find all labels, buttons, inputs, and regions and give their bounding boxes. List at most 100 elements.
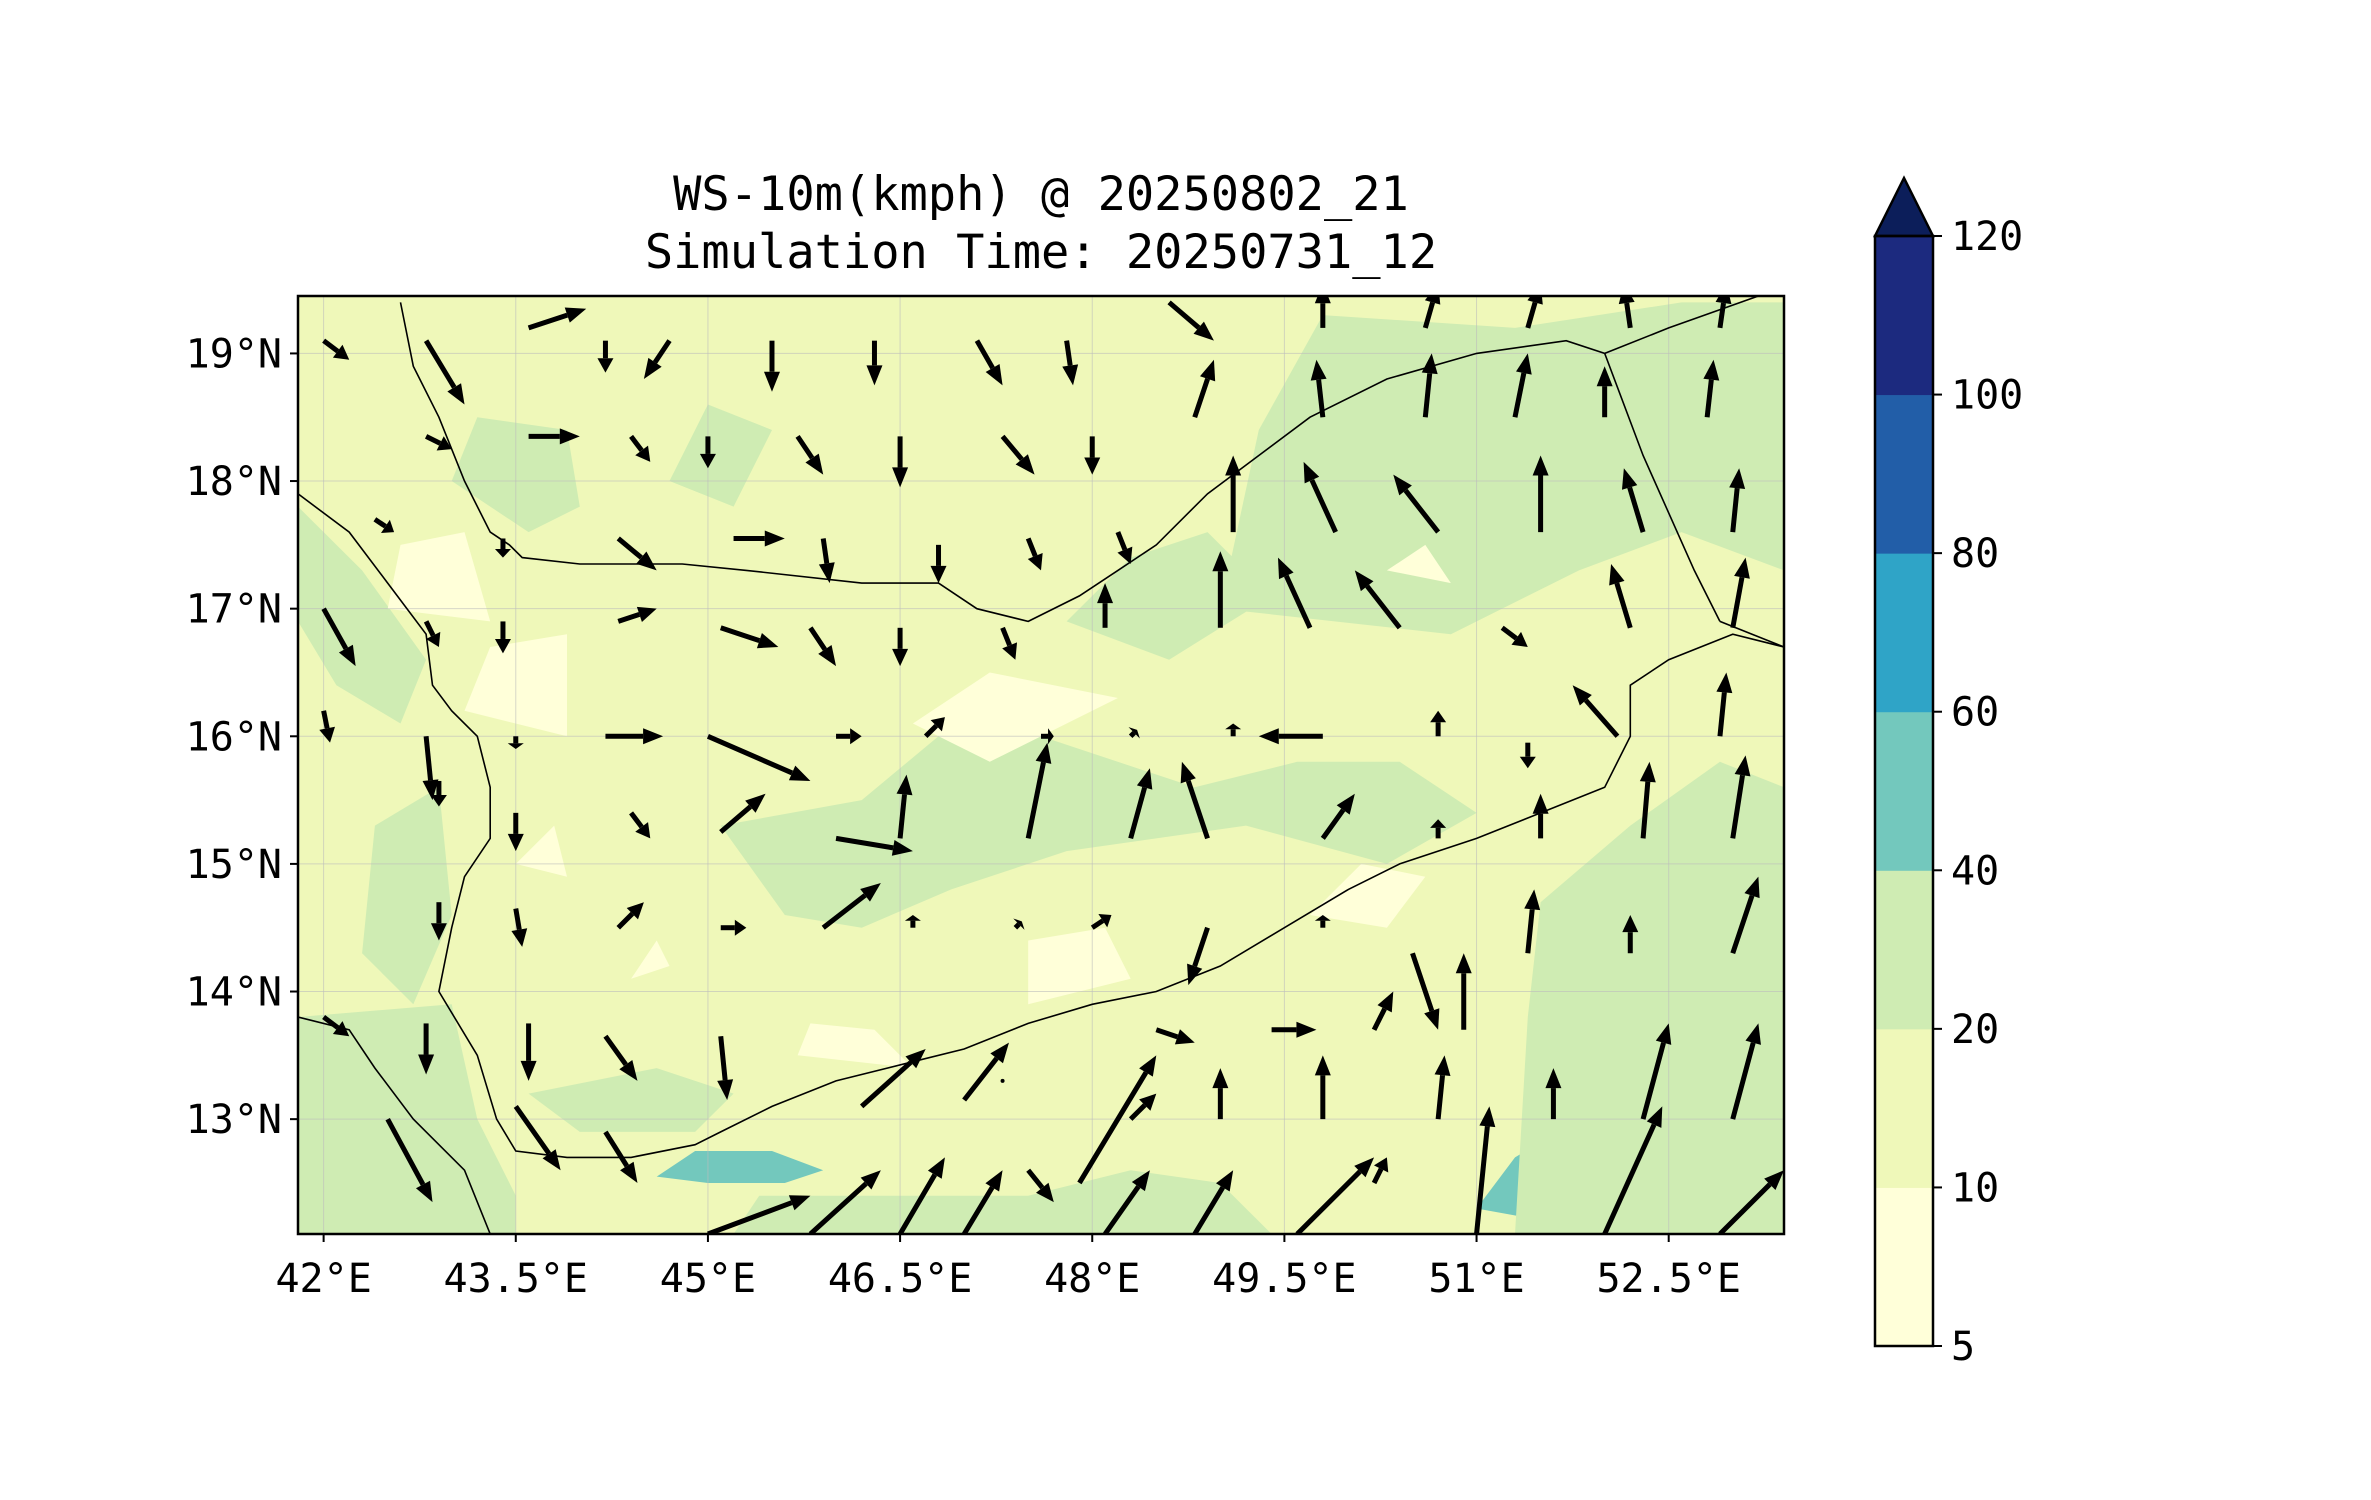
wind-arrow	[1258, 728, 1323, 745]
wind-arrow	[643, 339, 672, 379]
wind-arrow	[892, 627, 909, 667]
wind-arrow	[385, 1117, 433, 1203]
coastline	[298, 493, 1784, 1159]
wind-arrow	[1596, 366, 1613, 418]
wind-arrow	[1155, 1027, 1195, 1045]
colorbar-tick-label: 100	[1951, 373, 2023, 419]
wind-speed-region	[912, 672, 1118, 762]
wind-arrow	[1354, 570, 1402, 630]
wind-arrow	[1519, 742, 1536, 769]
wind-arrow	[1430, 819, 1447, 839]
wind-speed-region	[387, 532, 491, 622]
wind-arrow	[733, 530, 785, 547]
wind-arrow	[1128, 1093, 1157, 1121]
wind-arrow	[1026, 1168, 1054, 1203]
colorbar-extend-arrow	[1872, 175, 1936, 238]
colorbar-segment	[1875, 1187, 1933, 1347]
wind-arrow	[720, 919, 747, 936]
wind-arrow	[1115, 531, 1133, 564]
wind-speed-region	[631, 940, 670, 979]
y-tick-label: 16°N	[186, 714, 282, 760]
wind-arrow	[1622, 914, 1639, 954]
wind-arrow	[1314, 914, 1331, 928]
wind-arrow	[511, 908, 528, 947]
wind-arrow	[719, 625, 779, 649]
wind-arrow	[1271, 1021, 1317, 1038]
wind-arrow	[1187, 926, 1210, 986]
wind-arrow	[1545, 1068, 1562, 1120]
wind-arrow	[423, 620, 441, 647]
wind-arrow	[373, 517, 395, 534]
wind-arrow	[605, 728, 664, 745]
wind-arrow	[1041, 728, 1054, 745]
y-tick-label: 13°N	[186, 1097, 282, 1143]
wind-arrow	[1602, 1106, 1663, 1234]
wind-arrow	[1062, 340, 1079, 386]
wind-arrow	[1314, 296, 1331, 328]
wind-arrow	[1730, 557, 1750, 629]
x-tick-label: 49.5°E	[1212, 1256, 1357, 1302]
wind-arrow	[603, 1130, 638, 1183]
wind-arrow	[1730, 755, 1751, 839]
wind-arrow	[1532, 793, 1549, 839]
wind-arrow	[1295, 1157, 1375, 1234]
wind-arrow	[699, 436, 716, 469]
wind-arrow	[424, 434, 452, 451]
wind-arrow	[507, 812, 524, 852]
wind-arrow	[1025, 537, 1043, 571]
wind-arrow	[528, 428, 580, 445]
wind-arrow	[1703, 359, 1720, 418]
wind-arrow	[859, 1048, 926, 1109]
wind-arrow	[1730, 876, 1760, 955]
wind-arrow	[961, 1170, 1003, 1234]
y-tick-label: 14°N	[186, 970, 282, 1016]
border-line	[1719, 620, 1784, 648]
wind-arrow	[494, 621, 511, 654]
wind-arrow	[1421, 353, 1438, 418]
coastlines	[298, 296, 1784, 1234]
wind-arrow	[1225, 723, 1242, 737]
wind-arrow	[1192, 359, 1216, 419]
wind-arrow	[1434, 1055, 1451, 1120]
wind-arrow	[1371, 991, 1394, 1031]
wind-arrow	[1422, 296, 1441, 329]
wind-arrow	[616, 536, 657, 571]
x-tick-label: 43.5°E	[444, 1256, 589, 1302]
colorbar: 5 10 20 40 60 80 100 120	[1872, 175, 2023, 1370]
wind-arrow	[1084, 436, 1101, 475]
wind-arrow	[423, 339, 465, 405]
wind-arrow	[706, 733, 811, 781]
wind-arrow	[418, 1023, 435, 1075]
wind-arrow	[1729, 468, 1746, 533]
wind-arrow	[1718, 1170, 1784, 1234]
map-frame	[296, 294, 1786, 1236]
colorbar-segment	[1875, 1028, 1933, 1188]
wind-arrow	[1618, 296, 1635, 329]
wind-speed-region	[797, 1023, 913, 1069]
wind-arrow	[1090, 914, 1112, 930]
wind-arrow	[1320, 793, 1355, 840]
wind-speed-region	[528, 1068, 734, 1132]
wind-arrow	[430, 780, 447, 807]
colorbar-tick-label: 60	[1951, 690, 1999, 736]
map-plot	[296, 294, 1786, 1236]
colorbar-segment	[1875, 870, 1933, 1030]
wind-speed-region	[298, 506, 427, 724]
wind-arrow	[1430, 710, 1447, 737]
wind-vectors	[319, 296, 1784, 1234]
colorbar-segment	[1875, 711, 1933, 871]
wind-arrow	[1167, 300, 1214, 341]
wind-arrow	[1455, 953, 1472, 1030]
x-tick-label: 46.5°E	[828, 1256, 973, 1302]
wind-arrow	[923, 717, 945, 739]
colorbar-tick-label: 20	[1951, 1007, 1999, 1053]
y-tick-label: 15°N	[186, 842, 282, 888]
wind-speed-region	[1028, 927, 1131, 1005]
wind-arrow	[1512, 353, 1532, 418]
wind-arrow	[527, 307, 587, 331]
wind-arrow	[1000, 626, 1018, 660]
map-title-line1: WS-10m(kmph) @ 20250802_21	[673, 167, 1409, 222]
colorbar-tick-label: 40	[1951, 848, 1999, 894]
colorbar-frame	[1873, 234, 1935, 1348]
